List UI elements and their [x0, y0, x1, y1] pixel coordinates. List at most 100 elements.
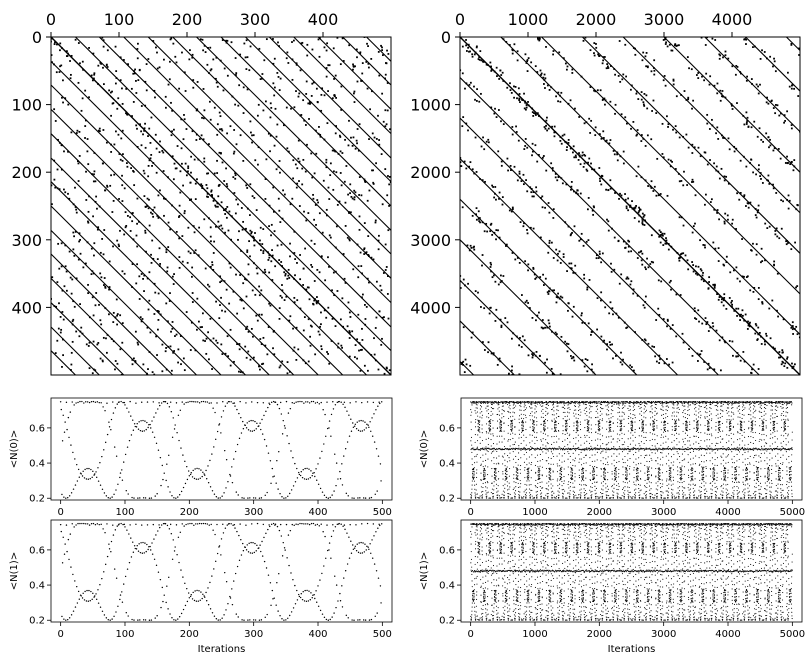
recurrence-small-dot [262, 109, 265, 112]
n0-large-point [569, 403, 571, 405]
n0-large-point [486, 410, 488, 412]
recurrence-small-dot [109, 184, 112, 187]
recurrence-small-dot [259, 226, 262, 229]
recurrence-large-dot [686, 184, 689, 186]
n0-large-point [474, 488, 476, 490]
n0-small-point [63, 431, 66, 433]
n0-small-point [272, 400, 275, 403]
n0-large-point [553, 406, 555, 408]
recurrence-large-dot [525, 106, 528, 109]
recurrence-large-xtick-label: 1000 [508, 10, 549, 29]
recurrence-small-dot [103, 229, 106, 231]
recurrence-small-dot [325, 158, 328, 161]
recurrence-small-dot [229, 125, 232, 128]
recurrence-small-dot [94, 180, 97, 183]
recurrence-large-dot [502, 123, 505, 126]
recurrence-small-dot [195, 139, 198, 141]
recurrence-small-dot [92, 52, 95, 55]
recurrence-large-dot [609, 343, 612, 346]
recurrence-small-dot [373, 337, 375, 340]
n0-large-point [558, 430, 560, 432]
recurrence-large-dot [731, 303, 734, 306]
recurrence-small-dot [384, 77, 386, 80]
recurrence-large-dot [526, 60, 529, 62]
recurrence-small-dot [296, 167, 299, 170]
n0-large-point [528, 474, 530, 476]
recurrence-large-dot [462, 363, 465, 366]
n0-large-point [490, 414, 492, 417]
recurrence-small-dot [102, 162, 104, 165]
recurrence-small-dot [157, 216, 160, 219]
recurrence-small-dot [88, 341, 91, 344]
recurrence-large-dot [532, 354, 534, 357]
n0-large-point [524, 400, 526, 403]
n0-large-point [489, 421, 491, 423]
n0-large-point [499, 426, 501, 428]
n0-small-point [108, 421, 110, 423]
recurrence-large-dot [625, 205, 628, 208]
recurrence-small-dot [378, 139, 380, 141]
recurrence-small-dot [263, 59, 266, 62]
n0-large-point [528, 462, 530, 464]
recurrence-small-dot [221, 39, 224, 41]
recurrence-large-dot [474, 98, 476, 101]
n0-small-point [186, 465, 188, 468]
recurrence-small-dot [335, 125, 337, 127]
recurrence-large-dot [783, 121, 785, 124]
recurrence-large-dot [740, 72, 742, 75]
recurrence-small-dot [331, 149, 334, 152]
recurrence-large-dot [757, 168, 760, 171]
n0-large-point [555, 430, 557, 432]
recurrence-large-dot [594, 134, 597, 137]
n0-large-point [551, 443, 553, 446]
n0-small-point [290, 450, 292, 452]
recurrence-large-dot [711, 322, 714, 324]
recurrence-large-dot [581, 321, 584, 324]
recurrence-large-dot [704, 246, 706, 249]
recurrence-small-dot [240, 250, 242, 252]
recurrence-small-dot [307, 318, 310, 321]
recurrence-large-dot [489, 223, 492, 226]
recurrence-large-diagonal-lower-6 [460, 279, 556, 375]
n0-large-point [535, 402, 537, 405]
recurrence-small-dot [279, 77, 282, 80]
recurrence-large-dot [691, 231, 694, 234]
recurrence-large-dot [781, 349, 784, 352]
n0-small-point [164, 401, 167, 403]
n0-large-point [534, 464, 536, 467]
recurrence-small-dot [208, 358, 210, 361]
recurrence-large-dot [524, 145, 527, 147]
n0-small-point [334, 404, 337, 406]
n0-large-point [480, 405, 482, 407]
n0-large-point [511, 447, 513, 449]
recurrence-large-dot [791, 328, 794, 331]
recurrence-large-dot [583, 322, 586, 325]
recurrence-large-dot [735, 228, 737, 230]
recurrence-small-dot [234, 174, 237, 176]
recurrence-large-dot [708, 367, 711, 369]
n0-large-point [548, 485, 550, 487]
n0-large-point [483, 476, 485, 478]
n0-large-point [496, 450, 498, 452]
recurrence-large-dot [478, 220, 481, 223]
n0-large-point [504, 483, 506, 485]
recurrence-large-dot [522, 183, 525, 186]
recurrence-small-dot [138, 298, 141, 300]
recurrence-large-dot [624, 198, 627, 201]
recurrence-large-dot [659, 241, 662, 244]
n0-large-point [539, 486, 541, 488]
n0-large-point [523, 440, 525, 442]
recurrence-large-dot [736, 315, 738, 317]
n0-large-point [504, 487, 506, 489]
n0-large-point [544, 428, 546, 430]
n0-small-point [368, 497, 371, 499]
n0-small-point [63, 496, 65, 498]
recurrence-small-dot [330, 340, 333, 342]
recurrence-small-dot [381, 49, 384, 52]
n0-small-point [160, 484, 162, 487]
recurrence-small-dot [118, 104, 121, 106]
recurrence-small-dot [348, 355, 351, 358]
n0-large-point [482, 454, 484, 456]
n0-small-point [149, 423, 151, 426]
recurrence-small-dot [295, 90, 297, 92]
